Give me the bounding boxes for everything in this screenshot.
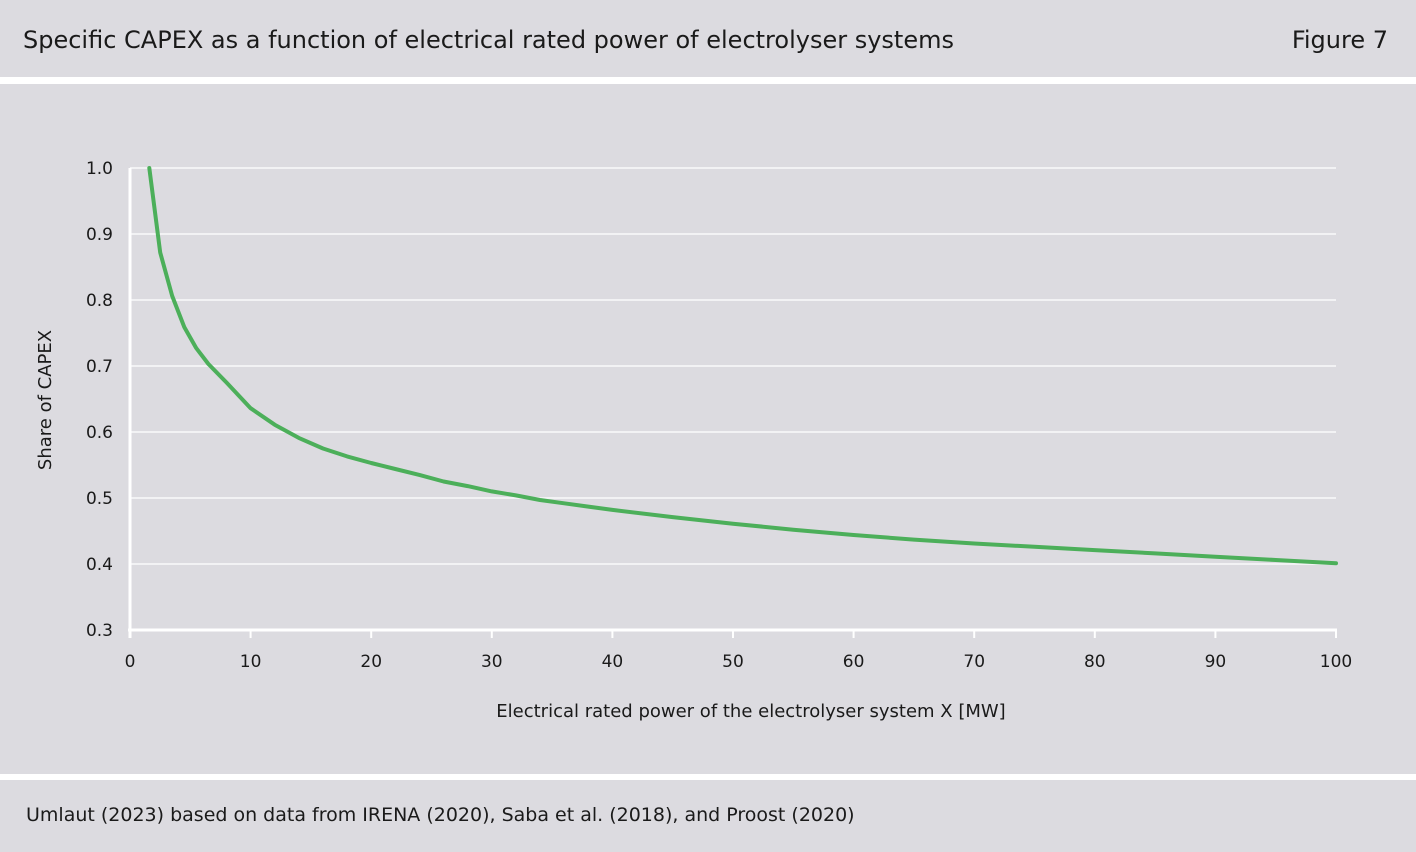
axes: [128, 168, 1337, 638]
x-tick-label: 40: [602, 652, 624, 672]
x-tick-label: 90: [1205, 652, 1227, 672]
x-axis-title: Electrical rated power of the electrolys…: [496, 701, 1005, 722]
x-tick-label: 70: [963, 652, 985, 672]
x-tick-label: 100: [1320, 652, 1352, 672]
x-tick-label: 60: [843, 652, 865, 672]
line-chart: 0.3 0.4 0.5 0.6 0.7 0.8 0.9 1.0 0 10 20 30 40 50 60 70…: [35, 159, 1353, 722]
y-tick-label: 0.6: [86, 423, 113, 443]
y-tick-label: 0.8: [86, 291, 113, 311]
y-tick-label: 0.4: [86, 555, 113, 575]
y-tick-label: 0.3: [86, 621, 113, 641]
y-axis-title: Share of CAPEX: [35, 330, 56, 470]
y-tick-label: 0.9: [86, 225, 113, 245]
figure-title: Specific CAPEX as a function of electric…: [23, 26, 954, 54]
x-tick-label: 50: [722, 652, 744, 672]
x-tick-label: 80: [1084, 652, 1106, 672]
y-tick-labels: 0.3 0.4 0.5 0.6 0.7 0.8 0.9 1.0: [86, 159, 113, 641]
y-tick-label: 0.7: [86, 357, 113, 377]
x-tick-label: 30: [481, 652, 503, 672]
gridlines: [130, 167, 1336, 565]
x-tick-label: 10: [240, 652, 262, 672]
chart-panel: 0.3 0.4 0.5 0.6 0.7 0.8 0.9 1.0 0 10 20 30 40 50 60 70…: [0, 84, 1416, 774]
x-tick-label: 0: [125, 652, 136, 672]
capex-share-line: [147, 166, 1338, 566]
y-tick-label: 0.5: [86, 489, 113, 509]
figure-header: Specific CAPEX as a function of electric…: [0, 0, 1416, 77]
series-layer: [147, 166, 1338, 566]
figure-footer: Umlaut (2023) based on data from IRENA (…: [0, 780, 1416, 852]
figure-number: Figure 7: [1291, 26, 1388, 54]
y-tick-label: 1.0: [86, 159, 113, 179]
x-tick-label: 20: [360, 652, 382, 672]
x-tick-labels: 0 10 20 30 40 50 60 70 80 90 100: [125, 652, 1353, 672]
source-note: Umlaut (2023) based on data from IRENA (…: [26, 804, 855, 826]
